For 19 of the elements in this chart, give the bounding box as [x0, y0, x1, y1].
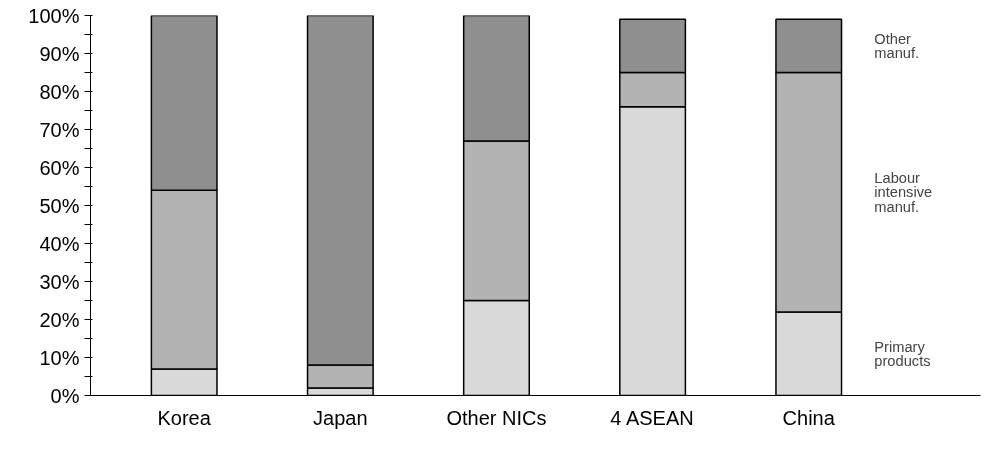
- y-tick-label: 100%: [28, 4, 80, 27]
- y-tick-label: 10%: [39, 346, 80, 369]
- y-tick-label: 60%: [39, 156, 80, 179]
- x-tick-label: China: [782, 406, 836, 429]
- text: Labour intensive manuf.: [874, 169, 933, 215]
- y-tick-label: 50%: [39, 194, 80, 217]
- x-tick-label: Korea: [157, 406, 212, 429]
- y-tick-label: 20%: [39, 308, 80, 331]
- y-tick-label: 0%: [50, 384, 80, 407]
- text: Other manuf.: [874, 30, 920, 62]
- x-tick-label: Japan: [313, 406, 368, 429]
- text: Primary products: [874, 338, 931, 369]
- y-tick-label: 40%: [39, 232, 80, 255]
- y-tick-label: 70%: [39, 118, 80, 141]
- y-tick-label: 80%: [39, 80, 80, 103]
- x-tick-label: 4 ASEAN: [610, 406, 694, 429]
- x-tick-label: Other NICs: [446, 406, 547, 429]
- y-tick-label: 30%: [39, 270, 80, 293]
- y-tick-label: 90%: [39, 42, 80, 65]
